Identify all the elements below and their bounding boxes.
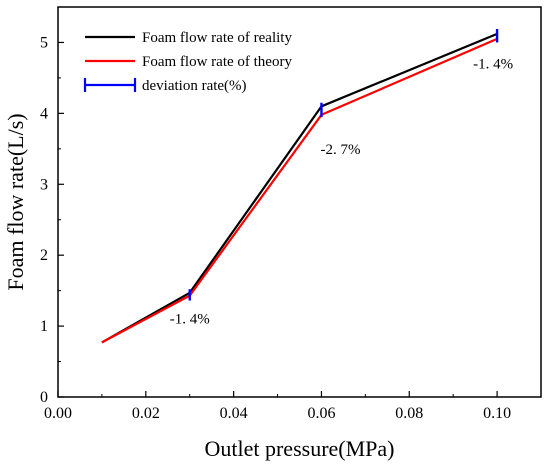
series-layer [101,32,498,344]
y-tick-label: 5 [40,34,48,51]
x-axis: 0.00 0.02 0.04 0.06 0.08 0.10 [44,391,511,422]
deviation-marker-layer: -1. 4% -2. 7% -1. 4% [170,28,513,328]
deviation-label: -1. 4% [473,56,513,72]
x-axis-title: Outlet pressure(MPa) [204,436,394,461]
plot-area [57,6,542,398]
legend-label: deviation rate(%) [142,78,247,94]
legend: Foam flow rate of reality Foam flow rate … [83,30,292,94]
deviation-label: -2. 7% [320,142,360,158]
legend-label: Foam flow rate of reality [142,30,292,46]
y-axis: 0 1 2 3 4 5 [40,34,64,406]
y-tick-label: 0 [40,389,48,406]
x-tick-label: 0.08 [395,405,423,422]
plot-frame [57,6,542,398]
y-tick-label: 3 [40,176,48,193]
y-axis-title: Foam flow rate(L/s) [3,113,28,290]
x-tick-label: 0.10 [483,405,511,422]
x-tick-label: 0.04 [220,405,248,422]
legend-label: Foam flow rate of theory [142,54,292,70]
y-tick-label: 4 [40,105,48,122]
y-tick-label: 1 [40,318,48,335]
x-tick-label: 0.02 [132,405,160,422]
x-tick-label: 0.06 [307,405,335,422]
series-line-reality [101,32,498,344]
deviation-label: -1. 4% [170,312,210,328]
y-tick-label: 2 [40,247,48,264]
series-line-theory [101,37,498,344]
x-tick-label: 0.00 [44,405,72,422]
